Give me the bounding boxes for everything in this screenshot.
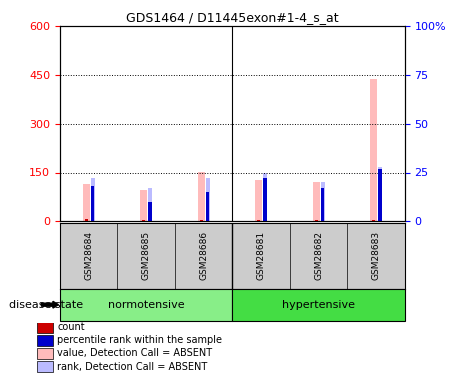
Bar xyxy=(37,348,53,359)
Text: GSM28686: GSM28686 xyxy=(199,231,207,280)
Bar xyxy=(148,188,152,221)
Bar xyxy=(378,169,381,221)
Bar xyxy=(205,178,209,221)
Bar xyxy=(37,321,53,333)
Bar xyxy=(197,172,205,221)
Text: hypertensive: hypertensive xyxy=(281,300,354,310)
Bar xyxy=(263,172,267,221)
Text: percentile rank within the sample: percentile rank within the sample xyxy=(57,335,222,345)
Bar xyxy=(206,192,209,221)
Text: GSM28682: GSM28682 xyxy=(313,231,322,280)
Bar xyxy=(377,166,381,221)
Text: GSM28685: GSM28685 xyxy=(141,231,150,280)
Title: GDS1464 / D11445exon#1-4_s_at: GDS1464 / D11445exon#1-4_s_at xyxy=(126,11,338,24)
Bar xyxy=(90,178,95,221)
Bar xyxy=(37,334,53,346)
Bar xyxy=(314,220,317,221)
Bar xyxy=(37,361,53,372)
FancyBboxPatch shape xyxy=(232,289,404,321)
Bar xyxy=(140,190,147,221)
Text: GSM28684: GSM28684 xyxy=(84,231,93,280)
Text: disease state: disease state xyxy=(9,300,83,310)
Text: value, Detection Call = ABSENT: value, Detection Call = ABSENT xyxy=(57,348,212,358)
Text: rank, Detection Call = ABSENT: rank, Detection Call = ABSENT xyxy=(57,362,207,372)
Bar xyxy=(263,178,266,221)
Bar xyxy=(257,220,260,221)
Bar xyxy=(371,220,375,221)
Text: GSM28681: GSM28681 xyxy=(256,231,265,280)
Text: GSM28683: GSM28683 xyxy=(371,231,380,280)
Bar xyxy=(254,180,262,221)
Bar xyxy=(82,184,90,221)
Text: count: count xyxy=(57,322,85,332)
Bar xyxy=(148,202,151,221)
Bar xyxy=(369,79,377,221)
Text: normotensive: normotensive xyxy=(107,300,184,310)
Bar xyxy=(84,219,88,221)
Bar xyxy=(91,186,94,221)
FancyBboxPatch shape xyxy=(60,289,232,321)
Bar xyxy=(312,182,319,221)
Bar xyxy=(320,182,324,221)
Bar xyxy=(199,220,202,221)
Bar xyxy=(142,220,145,221)
Bar xyxy=(320,188,324,221)
